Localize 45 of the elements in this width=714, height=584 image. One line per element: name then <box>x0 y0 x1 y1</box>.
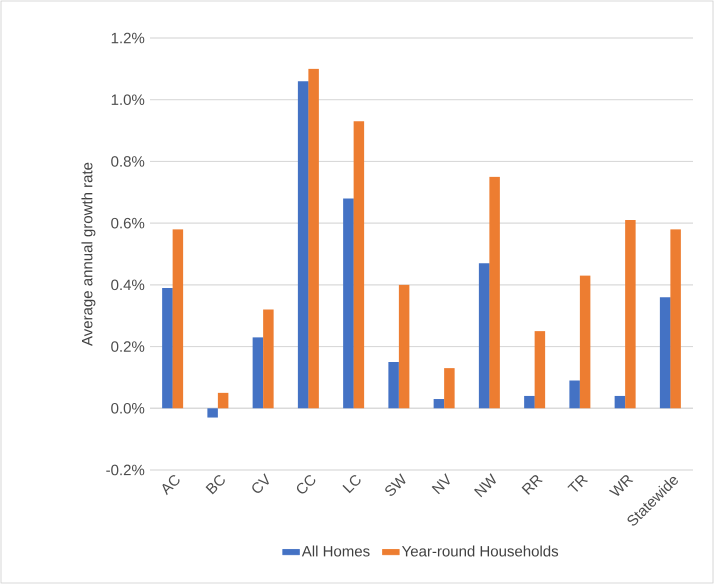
bar <box>298 81 308 408</box>
bar <box>444 368 455 408</box>
bar <box>388 362 399 408</box>
bar <box>398 284 410 408</box>
bar <box>218 392 228 408</box>
bar <box>580 276 590 408</box>
x-tick-label: NV <box>432 473 450 494</box>
y-tick-label: 1.2% <box>112 32 144 44</box>
y-tick-label: 0.4% <box>111 280 144 290</box>
bar <box>252 337 264 408</box>
legend-label: All Homes <box>302 546 370 557</box>
bar <box>478 263 490 408</box>
x-tick-label: SW <box>385 473 406 496</box>
bar <box>162 288 173 408</box>
x-tick-label: CV <box>252 473 269 493</box>
bar <box>343 198 354 408</box>
x-tick-label: CC <box>296 475 316 494</box>
bar <box>534 331 546 408</box>
bar <box>354 121 364 408</box>
bar <box>263 310 274 408</box>
bar <box>489 176 500 408</box>
x-tick-label: TR <box>567 475 588 492</box>
bar <box>625 220 636 408</box>
x-tick-label: RR <box>522 475 543 495</box>
bar <box>172 229 184 408</box>
y-tick-label: 0.0% <box>111 402 144 414</box>
x-tick-label: LC <box>342 475 361 494</box>
y-tick-label: -0.2% <box>106 464 144 476</box>
y-tick-label: 0.8% <box>111 156 144 167</box>
x-tick-label: AC <box>162 475 180 496</box>
x-tick-label: NW <box>474 473 496 498</box>
bar <box>569 380 580 408</box>
x-tick-label: BC <box>206 475 225 494</box>
legend-label: Year-round Households <box>402 546 558 557</box>
bar <box>524 396 535 408</box>
bar <box>207 408 218 418</box>
y-axis-title: Average annual growth rate <box>81 162 96 346</box>
bar <box>434 399 444 408</box>
bar <box>670 229 681 408</box>
bar <box>614 396 626 408</box>
bar <box>660 297 670 408</box>
bar <box>308 68 319 408</box>
y-tick-label: 0.6% <box>111 218 144 228</box>
y-tick-label: 1.0% <box>112 94 144 106</box>
y-tick-label: 0.2% <box>111 341 144 352</box>
